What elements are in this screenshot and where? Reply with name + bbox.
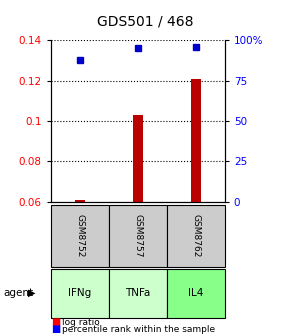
- Text: ■: ■: [51, 317, 60, 327]
- Text: GSM8762: GSM8762: [191, 214, 200, 258]
- Text: TNFa: TNFa: [125, 288, 151, 298]
- Bar: [133, 115, 143, 202]
- Text: percentile rank within the sample: percentile rank within the sample: [62, 325, 215, 334]
- Bar: [75, 200, 85, 202]
- Text: ▶: ▶: [28, 288, 35, 298]
- Text: ■: ■: [51, 324, 60, 334]
- Text: GSM8752: GSM8752: [75, 214, 84, 258]
- Text: GSM8757: GSM8757: [133, 214, 142, 258]
- Text: agent: agent: [3, 288, 33, 298]
- Text: GDS501 / 468: GDS501 / 468: [97, 15, 193, 29]
- Text: IL4: IL4: [188, 288, 204, 298]
- Text: IFNg: IFNg: [68, 288, 91, 298]
- Bar: [191, 79, 201, 202]
- Text: log ratio: log ratio: [62, 318, 100, 327]
